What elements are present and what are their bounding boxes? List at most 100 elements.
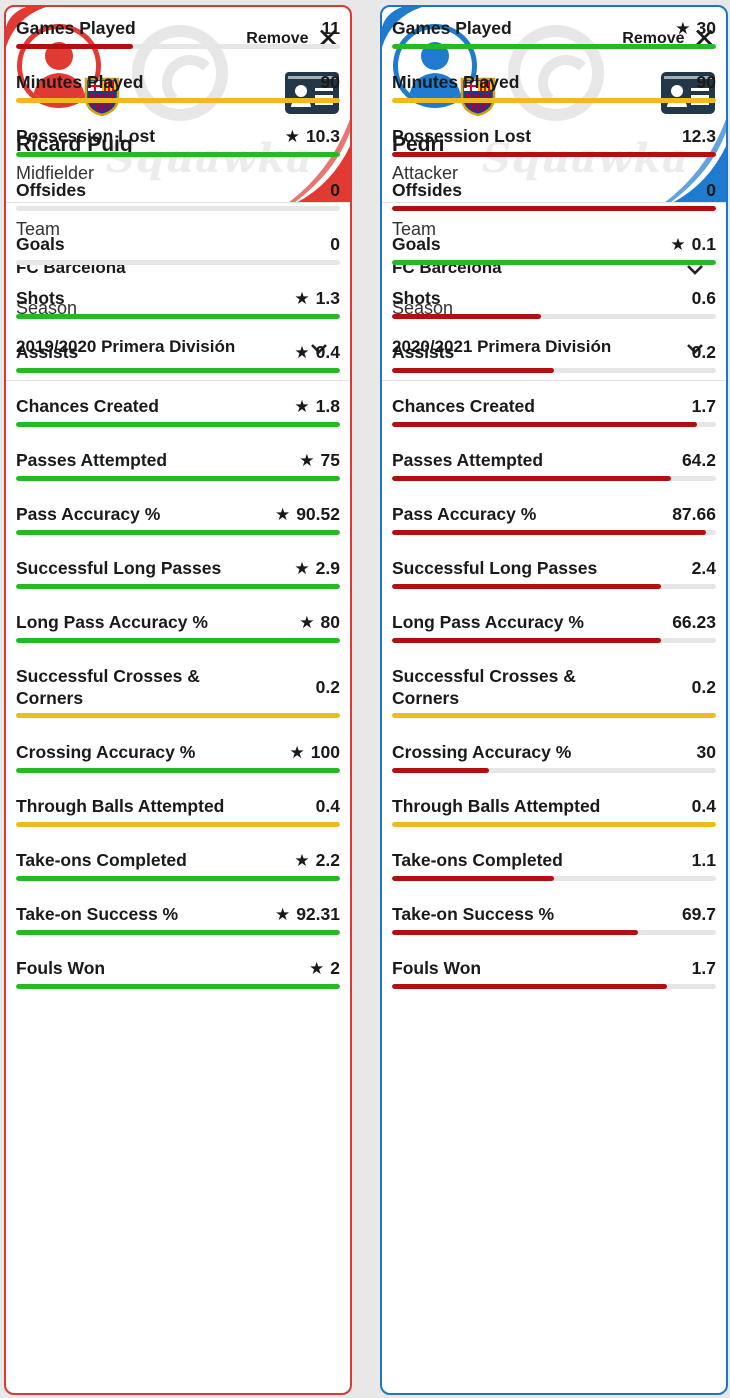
season-label: Season	[16, 298, 78, 318]
stat-bar-track	[392, 422, 716, 427]
season-label: Season	[392, 298, 454, 318]
stat-label: Goals	[16, 234, 65, 254]
stat-value-text: 1.3	[315, 288, 340, 308]
stat-value-text: 90	[320, 72, 340, 92]
stat-bar-fill	[392, 530, 707, 535]
player-name: Ricard Puig	[16, 133, 133, 156]
player-card-left: Squawka Remove ✕	[4, 5, 352, 1395]
stat-bar-fill	[16, 152, 340, 157]
stat-bar-fill	[16, 584, 340, 589]
stat-label: Crossing Accuracy %	[392, 742, 572, 762]
best-star-icon: ★	[670, 235, 686, 254]
stat-bar-track	[16, 98, 340, 103]
stat-bar-track	[392, 368, 716, 373]
stat-value: 0.2	[316, 676, 340, 698]
stat-label: Fouls Won	[16, 958, 106, 978]
stat-bar-track	[392, 530, 716, 535]
stat-value: 0.4	[692, 795, 716, 817]
season-select[interactable]: 2020/2021 Primera División	[392, 337, 612, 356]
stat-label: Games Played	[392, 18, 512, 38]
stat-bar-fill	[16, 876, 340, 881]
squawka-logo-icon	[132, 25, 228, 121]
season-select[interactable]: 2019/2020 Primera División	[16, 337, 236, 356]
stat-value: 0.4	[316, 795, 340, 817]
stat-bar-fill	[392, 44, 716, 49]
stat-bar-fill	[16, 44, 133, 49]
stat-bar-fill	[392, 638, 661, 643]
stat-bar-fill	[16, 768, 340, 773]
stat-bar-fill	[392, 876, 554, 881]
stat-label: Offsides	[392, 180, 463, 200]
stat-value-text: 2.2	[315, 850, 340, 870]
stat-bar-track	[16, 984, 340, 989]
stat-bar-fill	[16, 476, 340, 481]
stat-value: 0	[330, 233, 340, 255]
stat-bar-fill	[16, 713, 340, 718]
best-star-icon: ★	[289, 743, 305, 762]
best-star-icon: ★	[294, 851, 310, 870]
player-silhouette-icon	[408, 42, 462, 103]
stat-value-text: 90	[696, 72, 716, 92]
best-star-icon: ★	[294, 397, 310, 416]
player-profile-card-icon[interactable]	[660, 71, 716, 115]
stat-value: 90	[697, 71, 716, 93]
stat-value: ★ 90.52	[275, 503, 340, 526]
stat-label: Successful Long Passes	[16, 558, 222, 578]
chevron-down-icon[interactable]	[686, 343, 704, 355]
stat-value-text: 75	[320, 450, 340, 470]
stat-bar-track	[16, 930, 340, 935]
stat-bar-track	[16, 314, 340, 319]
player-avatar	[17, 24, 101, 108]
stat-bar-fill	[392, 206, 716, 211]
stat-value: ★ 0.4	[294, 341, 340, 364]
stat-label: Take-on Success %	[16, 904, 179, 924]
stat-value-text: 1.7	[691, 396, 716, 416]
best-star-icon: ★	[299, 613, 315, 632]
header-swoosh-decoration	[6, 7, 350, 202]
best-star-icon: ★	[294, 289, 310, 308]
stat-value-text: 0.6	[691, 288, 716, 308]
stat-label: Offsides	[16, 180, 87, 200]
player-position: Midfielder	[16, 163, 95, 183]
stat-value: 1.7	[692, 957, 716, 979]
best-star-icon: ★	[309, 959, 325, 978]
stat-bar-fill	[16, 368, 340, 373]
stat-bar-track	[16, 44, 340, 49]
stat-label: Games Played	[16, 18, 136, 38]
stat-bar-track	[16, 530, 340, 535]
stat-value-text: 0.4	[691, 796, 716, 816]
stat-bar-fill	[392, 260, 716, 265]
stat-value-text: 66.23	[672, 612, 716, 632]
stat-bar-fill	[392, 152, 716, 157]
stat-label: Possession Lost	[16, 126, 156, 146]
stat-bar-fill	[392, 476, 671, 481]
stat-bar-fill	[16, 98, 340, 103]
stat-label: Successful Crosses & Corners	[392, 666, 576, 708]
stat-value-text: 90.52	[296, 504, 340, 524]
stat-bar-track	[16, 152, 340, 157]
stat-bar-track	[16, 638, 340, 643]
stat-value-text: 2	[330, 958, 340, 978]
stat-bar-track	[16, 713, 340, 718]
stat-label: Crossing Accuracy %	[16, 742, 196, 762]
stat-value: ★ 75	[299, 449, 340, 472]
stat-label: Take-on Success %	[392, 904, 555, 924]
stat-bar-fill	[16, 530, 340, 535]
stat-value: 64.2	[682, 449, 716, 471]
stat-value: 87.66	[672, 503, 716, 525]
stat-bar-fill	[392, 98, 716, 103]
stat-value-text: 11	[321, 18, 341, 38]
stat-value: 0	[706, 179, 716, 201]
chevron-down-icon[interactable]	[686, 264, 704, 276]
stat-label: Successful Crosses & Corners	[16, 666, 200, 708]
stat-value: 2.4	[692, 557, 716, 579]
filter-section: Team FC Barcelona Season 2019/2020 Prime…	[6, 203, 350, 381]
stat-bar-track	[16, 368, 340, 373]
stat-value: 69.7	[682, 903, 716, 925]
chevron-down-icon[interactable]	[310, 343, 328, 355]
player-profile-card-icon[interactable]	[284, 71, 340, 115]
stat-label: Fouls Won	[392, 958, 482, 978]
stat-bar-fill	[392, 713, 716, 718]
stat-value-text: 0	[330, 234, 340, 254]
stat-value-text: 0	[330, 180, 340, 200]
